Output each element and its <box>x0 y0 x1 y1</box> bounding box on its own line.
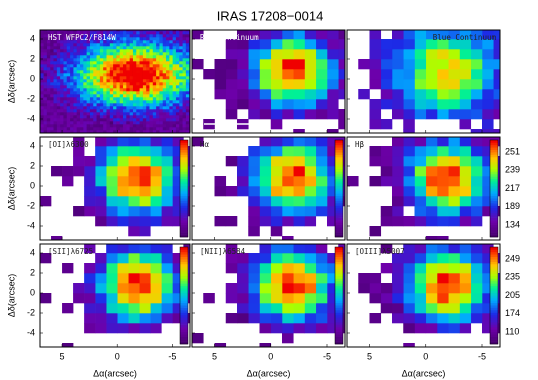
y-tick-label: 4 <box>30 247 35 257</box>
y-tick-label: 0 <box>30 287 35 297</box>
colorbar-tick-label: 251 <box>505 146 520 156</box>
colorbar-tick-label: 235 <box>505 272 520 282</box>
colorbar-tick-label: 217 <box>505 183 520 193</box>
y-tick-label: 0 <box>30 180 35 190</box>
y-tick-label: -4 <box>27 113 35 123</box>
x-axis-label: Δα(arcsec) <box>247 368 291 378</box>
panel-label: Red Continuum <box>200 33 259 42</box>
colorbar-tick-label: 205 <box>505 290 520 300</box>
x-tick-label: 0 <box>268 351 273 361</box>
panel-label: [OIII]λ5007 <box>355 247 405 256</box>
colorbar-tick-label: 249 <box>505 253 520 263</box>
panel-label: [OI]λ6300 <box>48 140 89 149</box>
x-tick-label: 5 <box>212 351 217 361</box>
panel-label: [NII]λ6584 <box>200 247 246 256</box>
panel-label: Blue Continuum <box>433 33 497 42</box>
panel-label: HST WFPC2/F814W <box>48 33 116 42</box>
y-axis-label: Δδ(arcsec) <box>6 167 16 211</box>
x-tick-label: 0 <box>423 351 428 361</box>
figure-title: IRAS 17208−0014 <box>217 8 324 23</box>
y-tick-label: -4 <box>27 220 35 230</box>
y-axis-label: Δδ(arcsec) <box>6 60 16 104</box>
colorbar-tick-label: 110 <box>505 326 519 336</box>
x-tick-label: -5 <box>478 351 486 361</box>
y-tick-label: -2 <box>27 93 35 103</box>
y-axis-label: Δδ(arcsec) <box>6 274 16 318</box>
y-tick-label: 2 <box>30 53 35 63</box>
y-tick-label: -2 <box>27 200 35 210</box>
y-tick-label: 4 <box>30 33 35 43</box>
x-tick-label: 5 <box>367 351 372 361</box>
y-tick-label: 2 <box>30 267 35 277</box>
y-tick-label: 0 <box>30 73 35 83</box>
y-tick-label: -2 <box>27 307 35 317</box>
y-tick-label: 4 <box>30 140 35 150</box>
panel-label: [SII]λ6725 <box>48 247 93 256</box>
colorbar-tick-label: 134 <box>505 219 520 229</box>
x-axis-label: Δα(arcsec) <box>93 368 137 378</box>
y-tick-label: -4 <box>27 327 35 337</box>
colorbar-tick-label: 174 <box>505 308 520 318</box>
colorbar-tick-label: 189 <box>505 201 520 211</box>
x-tick-label: 0 <box>115 351 120 361</box>
panel-label: Hα <box>200 140 210 149</box>
x-tick-label: -5 <box>323 351 331 361</box>
x-axis-label: Δα(arcsec) <box>402 368 446 378</box>
y-tick-label: 2 <box>30 160 35 170</box>
x-tick-label: -5 <box>168 351 176 361</box>
panel-label: Hβ <box>355 140 365 149</box>
colorbar-tick-label: 239 <box>505 165 520 175</box>
x-tick-label: 5 <box>60 351 65 361</box>
